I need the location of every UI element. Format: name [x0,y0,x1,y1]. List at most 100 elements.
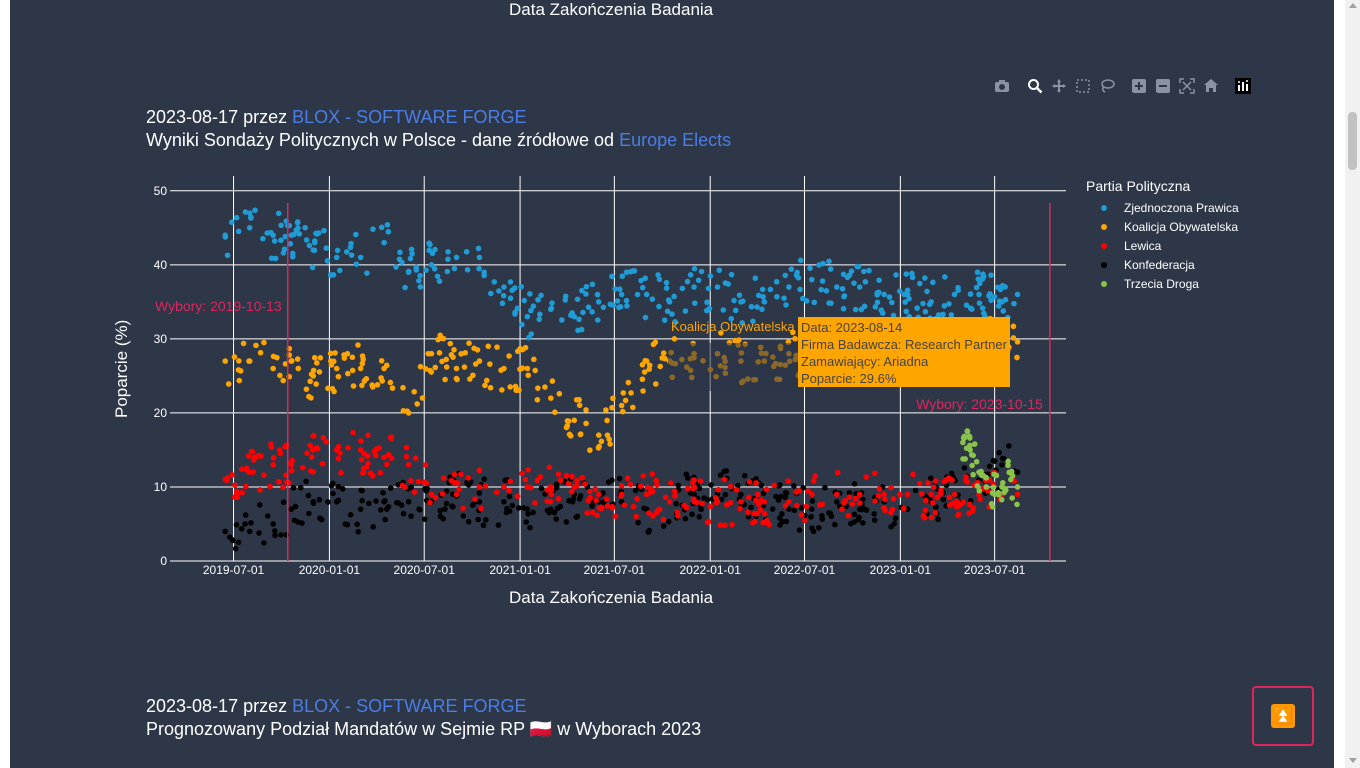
data-point[interactable] [728,271,735,278]
data-point[interactable] [963,302,970,309]
data-point[interactable] [777,482,783,488]
data-point[interactable] [662,355,668,362]
data-point[interactable] [745,509,751,516]
data-point[interactable] [948,312,955,318]
data-point[interactable] [307,468,314,474]
data-point[interactable] [237,368,244,374]
data-point[interactable] [946,494,953,501]
data-point[interactable] [434,273,441,280]
data-point[interactable] [640,388,646,394]
data-point[interactable] [278,237,284,244]
data-point[interactable] [564,418,571,424]
data-point[interactable] [640,473,647,479]
data-point[interactable] [344,350,351,357]
data-point[interactable] [341,355,348,361]
data-point[interactable] [966,501,973,508]
data-point[interactable] [397,249,403,256]
data-point[interactable] [514,493,521,500]
data-point[interactable] [369,384,376,390]
data-point[interactable] [609,404,615,411]
data-point[interactable] [969,462,975,469]
data-point[interactable] [637,483,644,489]
data-point[interactable] [496,288,502,294]
data-point[interactable] [722,491,729,498]
data-point[interactable] [976,487,983,494]
data-point[interactable] [745,494,752,501]
data-point[interactable] [748,504,754,511]
data-point[interactable] [488,290,494,297]
data-point[interactable] [910,471,916,478]
data-point[interactable] [976,300,983,306]
data-point[interactable] [416,277,422,284]
data-point[interactable] [359,360,366,367]
data-point[interactable] [257,487,263,493]
data-point[interactable] [662,494,669,501]
data-point[interactable] [805,488,811,494]
data-point[interactable] [229,472,235,478]
data-point[interactable] [881,491,887,498]
data-point[interactable] [280,499,287,506]
data-point[interactable] [888,484,894,491]
data-point[interactable] [605,479,612,485]
data-point[interactable] [606,436,612,442]
data-point[interactable] [897,491,903,498]
data-point[interactable] [928,299,934,305]
data-point[interactable] [396,256,403,263]
data-point[interactable] [234,494,241,501]
data-point[interactable] [551,509,558,516]
data-point[interactable] [998,496,1005,503]
data-point[interactable] [483,517,489,523]
data-point[interactable] [364,270,370,276]
data-point[interactable] [986,463,993,470]
data-point[interactable] [778,493,784,500]
data-point[interactable] [506,493,513,500]
data-point[interactable] [906,295,912,302]
data-point[interactable] [668,480,674,486]
data-point[interactable] [654,482,660,488]
data-point[interactable] [306,393,312,400]
data-point[interactable] [466,340,472,347]
data-point[interactable] [818,286,824,293]
data-point[interactable] [365,453,371,459]
data-point[interactable] [524,484,531,490]
data-point[interactable] [893,272,899,278]
data-point[interactable] [960,439,966,446]
data-point[interactable] [246,225,253,231]
data-point[interactable] [756,501,762,508]
data-point[interactable] [589,309,595,315]
data-point[interactable] [424,485,430,492]
data-point[interactable] [627,481,634,488]
data-point[interactable] [394,499,400,506]
data-point[interactable] [685,475,691,481]
data-point[interactable] [242,512,249,518]
data-point[interactable] [642,314,649,321]
data-point[interactable] [990,484,997,491]
data-point[interactable] [967,447,973,453]
data-point[interactable] [1005,458,1011,465]
data-point[interactable] [405,410,412,416]
data-point[interactable] [624,303,630,309]
data-point[interactable] [609,273,615,280]
data-point[interactable] [524,506,531,512]
data-point[interactable] [428,369,435,375]
data-point[interactable] [862,279,869,285]
data-point[interactable] [542,384,548,390]
data-point[interactable] [405,461,412,468]
data-point[interactable] [675,513,681,519]
data-point[interactable] [664,308,671,315]
data-point[interactable] [246,528,253,535]
data-point[interactable] [763,486,770,493]
data-point[interactable] [691,498,697,505]
data-point[interactable] [704,519,711,526]
data-point[interactable] [856,506,863,512]
data-point[interactable] [622,397,629,404]
data-point[interactable] [904,291,911,298]
data-point[interactable] [737,505,743,512]
data-point[interactable] [246,469,253,475]
data-point[interactable] [1009,495,1015,501]
data-point[interactable] [790,329,796,336]
data-point[interactable] [349,354,356,361]
data-point[interactable] [444,268,451,275]
data-point[interactable] [400,510,407,517]
data-point[interactable] [426,240,432,247]
